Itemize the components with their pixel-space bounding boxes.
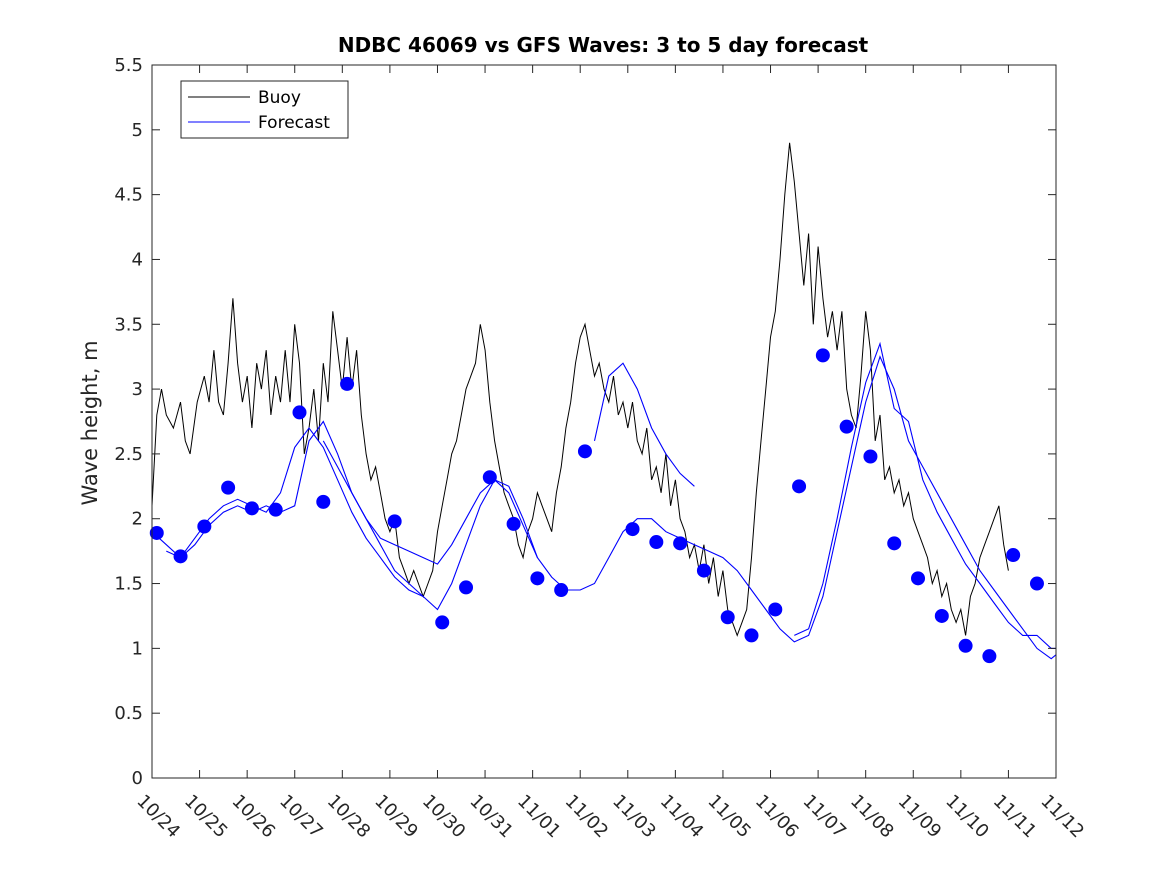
forecast-marker — [292, 405, 307, 420]
forecast-marker — [934, 608, 949, 623]
forecast-marker — [268, 502, 283, 517]
forecast-marker — [911, 571, 926, 586]
forecast-marker — [530, 571, 545, 586]
y-tick-label: 5.5 — [114, 55, 143, 76]
axes — [151, 64, 1057, 779]
forecast-marker — [387, 514, 402, 529]
forecast-marker — [149, 525, 164, 540]
forecast-line-2 — [166, 427, 424, 598]
legend-forecast-label: Forecast — [258, 113, 330, 133]
forecast-marker — [173, 549, 188, 564]
forecast-marker — [1029, 576, 1044, 591]
forecast-marker — [554, 583, 569, 598]
forecast-marker — [815, 348, 830, 363]
y-tick-label: 2.5 — [114, 444, 143, 465]
buoy-series — [151, 142, 1009, 637]
forecast-series — [151, 341, 1057, 660]
forecast-marker — [863, 449, 878, 464]
chart-title: NDBC 46069 vs GFS Waves: 3 to 5 day fore… — [338, 33, 869, 57]
forecast-marker — [1006, 548, 1021, 563]
forecast-marker — [625, 522, 640, 537]
forecast-marker — [340, 376, 355, 391]
forecast-marker — [887, 536, 902, 551]
legend: Buoy Forecast — [180, 80, 349, 139]
forecast-marker — [768, 602, 783, 617]
forecast-marker — [221, 480, 236, 495]
y-tick-label: 2 — [132, 509, 143, 530]
y-tick-label: 5 — [132, 120, 143, 141]
plot-area — [152, 65, 1056, 778]
y-tick-label: 3 — [132, 379, 143, 400]
forecast-marker — [673, 536, 688, 551]
forecast-marker — [696, 563, 711, 578]
y-tick-label: 0 — [132, 768, 143, 789]
y-tick-label: 3.5 — [114, 314, 143, 335]
y-tick-label: 4 — [132, 249, 143, 270]
legend-buoy-label: Buoy — [258, 88, 301, 108]
y-axis-label: Wave height, m — [78, 340, 102, 505]
forecast-line-4 — [593, 362, 695, 487]
forecast-line-3 — [322, 440, 538, 611]
forecast-marker — [577, 444, 592, 459]
forecast-marker — [982, 649, 997, 664]
y-axis-ticks: 0 0.5 1 1.5 2 2.5 3 3.5 4 4.5 5 5.5 — [114, 55, 1056, 789]
forecast-marker — [316, 494, 331, 509]
forecast-marker — [958, 638, 973, 653]
forecast-marker — [839, 419, 854, 434]
y-tick-label: 0.5 — [114, 703, 143, 724]
forecast-marker — [792, 479, 807, 494]
legend-box — [180, 80, 349, 139]
forecast-marker — [744, 628, 759, 643]
y-tick-label: 1 — [132, 638, 143, 659]
forecast-marker — [720, 610, 735, 625]
forecast-marker — [435, 615, 450, 630]
forecast-line-1 — [151, 355, 1057, 660]
forecast-marker — [244, 501, 259, 516]
forecast-marker — [197, 519, 212, 534]
y-tick-label: 4.5 — [114, 185, 143, 206]
buoy-line — [151, 142, 1009, 637]
y-tick-label: 1.5 — [114, 574, 143, 595]
forecast-marker — [649, 535, 664, 550]
forecast-marker — [482, 470, 497, 485]
forecast-marker — [506, 516, 521, 531]
forecast-markers — [149, 348, 1044, 664]
forecast-line-5 — [794, 341, 1056, 649]
forecast-marker — [459, 580, 474, 595]
